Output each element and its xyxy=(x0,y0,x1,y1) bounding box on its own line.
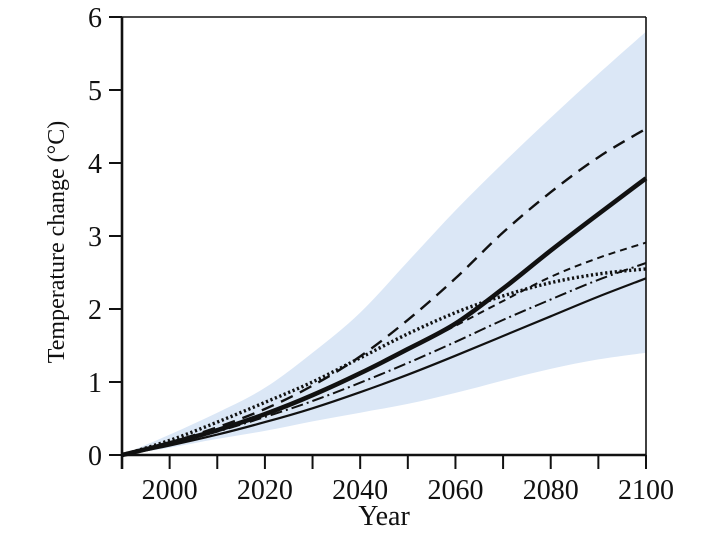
x-tick-label-2020: 2020 xyxy=(237,475,293,506)
series-line-dash-dot-scenario xyxy=(121,262,647,456)
uncertainty-envelope xyxy=(122,31,646,455)
series-line-highest-long-dash-scenario xyxy=(121,127,647,457)
series-line-short-dash-scenario xyxy=(121,241,647,456)
y-tick-label-5: 5 xyxy=(88,76,102,107)
series-line-thin-solid-scenario xyxy=(121,277,647,457)
x-tick-label-2000: 2000 xyxy=(142,475,198,506)
y-tick-label-4: 4 xyxy=(88,149,102,180)
series-line-bold-dotted-scenario xyxy=(121,267,647,457)
x-tick-label-2060: 2060 xyxy=(427,475,483,506)
y-tick-label-0: 0 xyxy=(88,441,102,472)
y-tick-label-1: 1 xyxy=(88,368,102,399)
x-axis-title: Year xyxy=(358,501,410,532)
y-tick-label-6: 6 xyxy=(88,3,102,34)
y-tick-label-2: 2 xyxy=(88,295,102,326)
y-tick-label-3: 3 xyxy=(88,222,102,253)
y-axis-title: Temperature change (°C) xyxy=(44,120,70,364)
x-tick-label-2080: 2080 xyxy=(523,475,579,506)
x-tick-label-2100: 2100 xyxy=(618,475,674,506)
x-tick-label-2040: 2040 xyxy=(332,475,388,506)
